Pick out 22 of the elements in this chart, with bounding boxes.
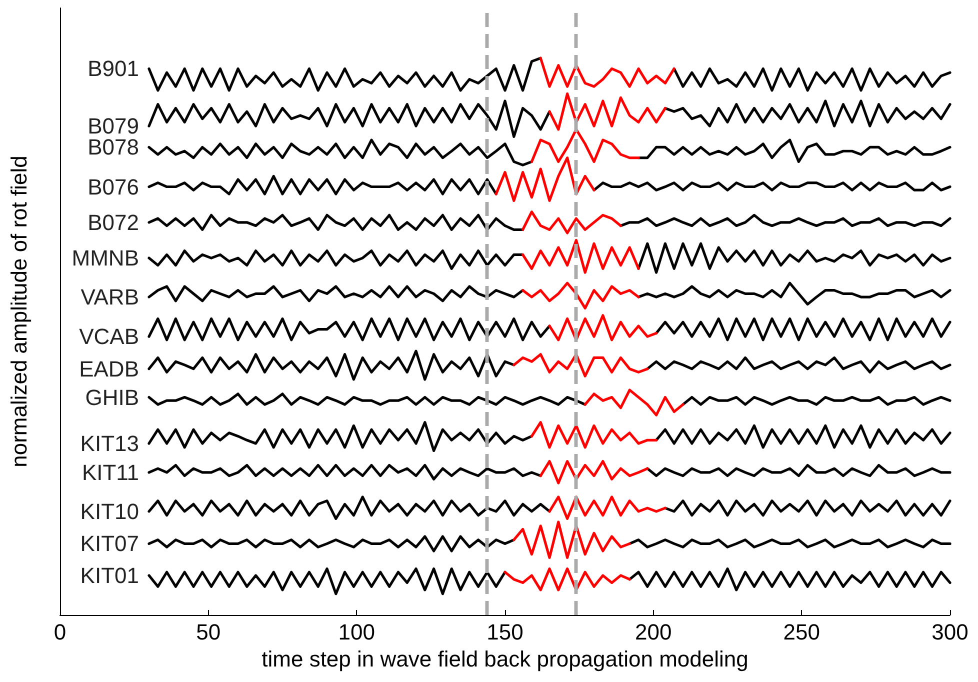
series-label: KIT01 — [80, 562, 139, 588]
x-tick-label: 50 — [196, 620, 221, 644]
series-label: MMNB — [72, 246, 139, 271]
y-axis-title: normalized amplitude of rot field — [6, 156, 32, 468]
series-label: GHIB — [85, 384, 139, 410]
x-tick-label: 300 — [932, 620, 968, 644]
series-label: VARB — [80, 284, 139, 310]
x-tick-label: 150 — [486, 620, 524, 644]
series-label: B901 — [88, 56, 139, 82]
series-label: KIT10 — [80, 498, 139, 524]
series-label: KIT07 — [80, 531, 139, 556]
series-label: KIT13 — [80, 430, 139, 456]
x-axis-title: time step in wave field back propagation modeling — [262, 646, 748, 672]
x-tick-label: 0 — [54, 620, 66, 644]
x-tick-label: 200 — [634, 620, 672, 644]
series-label: B076 — [88, 174, 139, 200]
series-label: B072 — [88, 210, 139, 235]
series-label: EADB — [79, 356, 139, 382]
series-label: VCAB — [79, 324, 139, 350]
x-tick-label: 100 — [338, 620, 376, 644]
series-label: KIT11 — [82, 460, 139, 485]
x-tick-label: 250 — [783, 620, 820, 644]
